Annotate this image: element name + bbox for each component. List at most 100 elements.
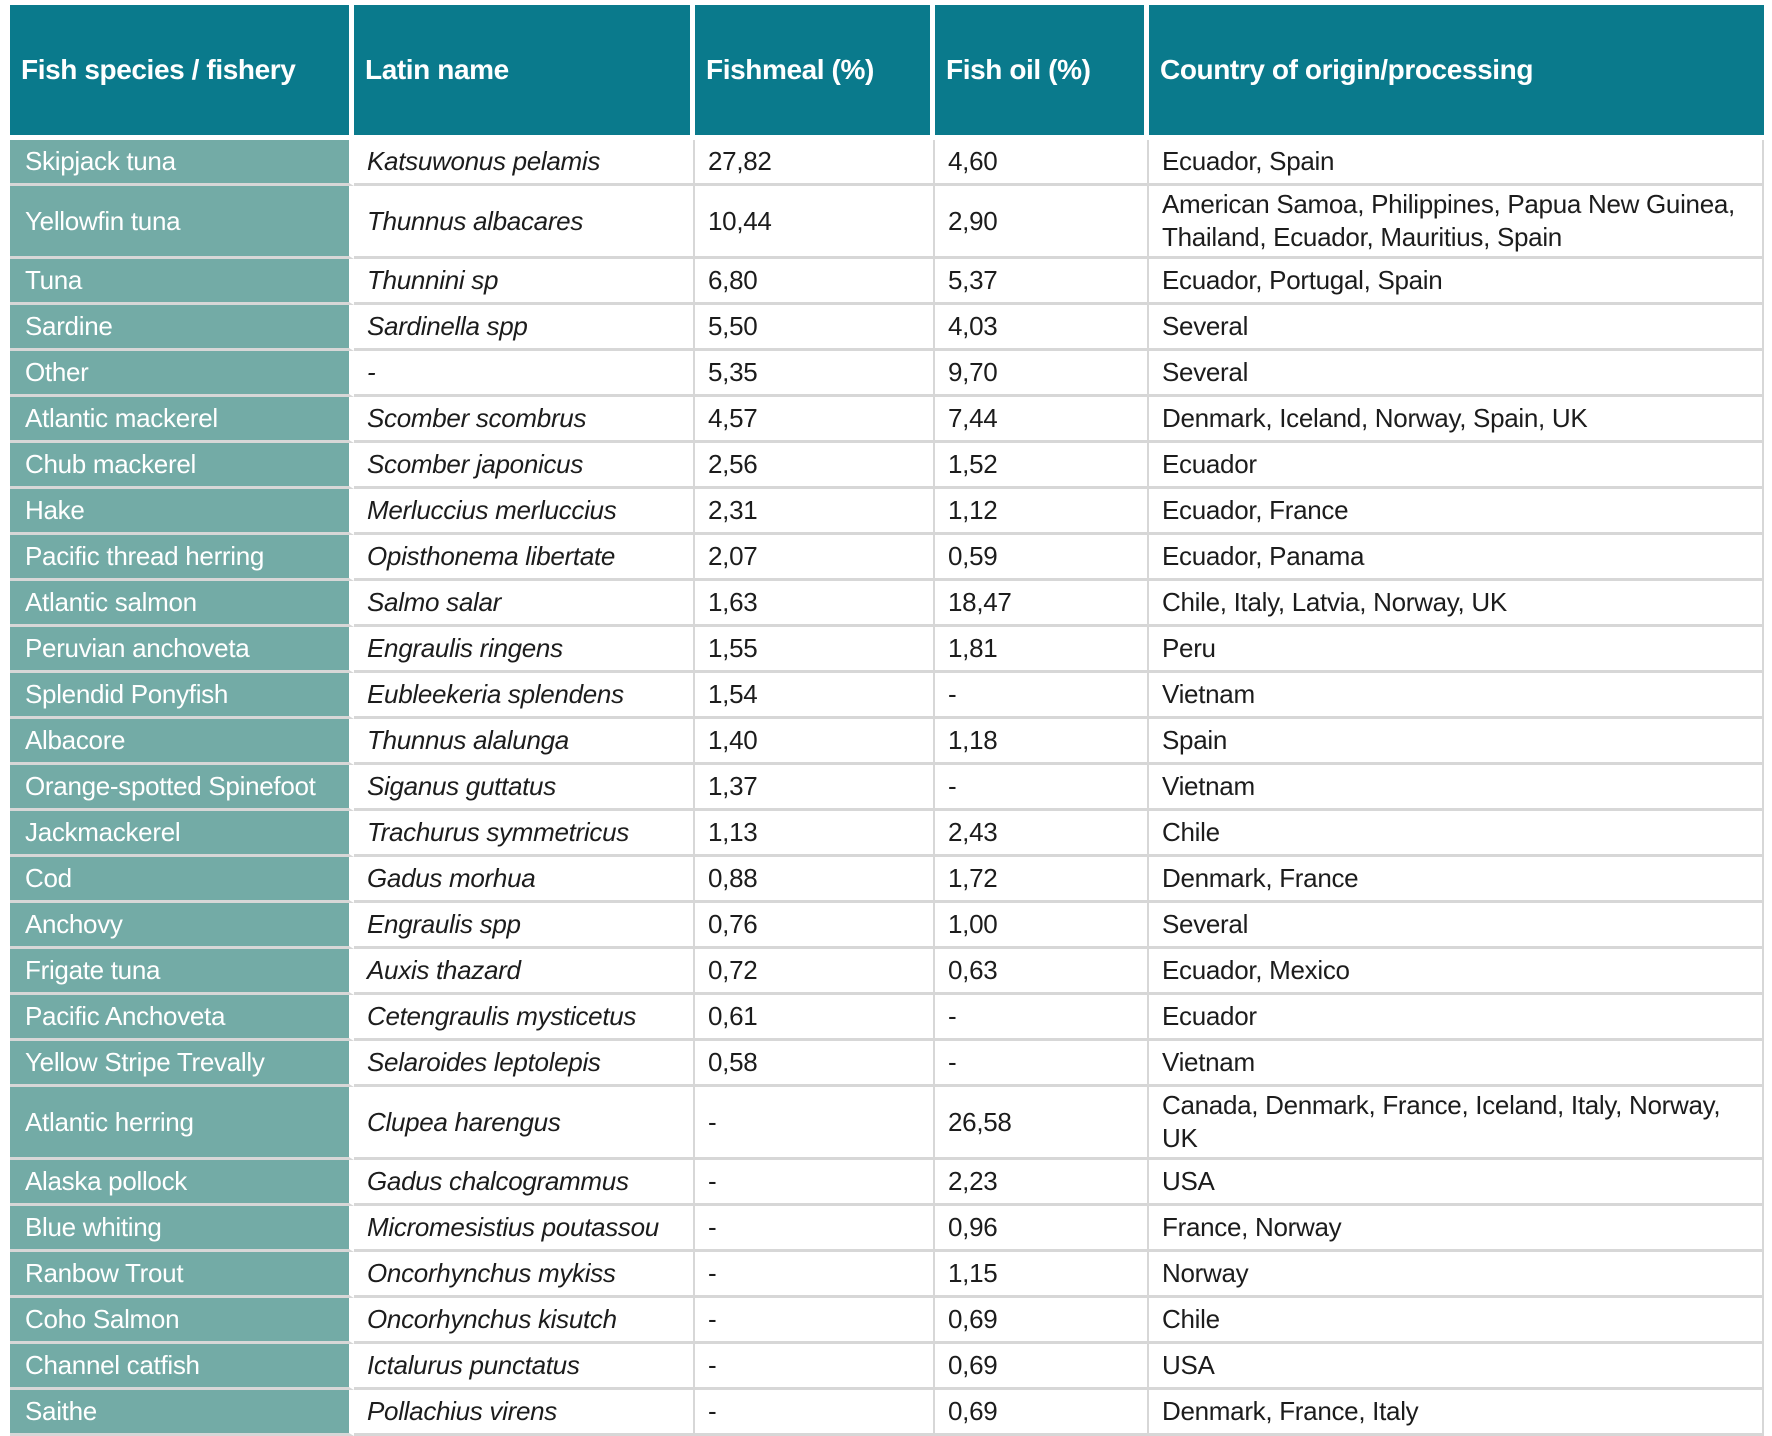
fishmeal-cell: 6,80	[695, 259, 935, 305]
country-cell: Ecuador	[1149, 443, 1764, 489]
fishmeal-cell: -	[695, 1206, 935, 1252]
fishmeal-cell: 2,56	[695, 443, 935, 489]
country-cell: Ecuador	[1149, 995, 1764, 1041]
table-row: Tuna Thunnini sp 6,80 5,37 Ecuador, Portugal…	[10, 259, 1764, 305]
species-cell: Sardine	[10, 305, 354, 351]
table-row: Atlantic mackerel Scomber scombrus 4,57 7,4…	[10, 397, 1764, 443]
country-cell: Chile	[1149, 811, 1764, 857]
latin-cell: Siganus guttatus	[354, 765, 695, 811]
fishoil-cell: 0,63	[935, 949, 1149, 995]
fishoil-cell: -	[935, 1041, 1149, 1087]
fishmeal-cell: -	[695, 1087, 935, 1160]
latin-cell: Oncorhynchus mykiss	[354, 1252, 695, 1298]
fishmeal-cell: 2,07	[695, 535, 935, 581]
fishoil-cell: -	[935, 995, 1149, 1041]
country-cell: Chile, Italy, Latvia, Norway, UK	[1149, 581, 1764, 627]
latin-cell: Pollachius virens	[354, 1390, 695, 1436]
country-cell: Ecuador, France	[1149, 489, 1764, 535]
fishmeal-cell: 2,31	[695, 489, 935, 535]
fishmeal-cell: 0,72	[695, 949, 935, 995]
fishmeal-cell: -	[695, 1252, 935, 1298]
fishmeal-cell: 1,13	[695, 811, 935, 857]
species-cell: Other	[10, 351, 354, 397]
column-header-latin: Latin name	[354, 5, 695, 140]
fishoil-cell: 1,18	[935, 719, 1149, 765]
country-cell: Ecuador, Panama	[1149, 535, 1764, 581]
country-cell: Denmark, France, Italy	[1149, 1390, 1764, 1436]
latin-cell: Opisthonema libertate	[354, 535, 695, 581]
latin-cell: Cetengraulis mysticetus	[354, 995, 695, 1041]
country-cell: Denmark, Iceland, Norway, Spain, UK	[1149, 397, 1764, 443]
latin-cell: Selaroides leptolepis	[354, 1041, 695, 1087]
fishoil-cell: 1,72	[935, 857, 1149, 903]
species-cell: Jackmackerel	[10, 811, 354, 857]
fishmeal-cell: 4,57	[695, 397, 935, 443]
species-cell: Yellowfin tuna	[10, 186, 354, 259]
table-row: Albacore Thunnus alalunga 1,40 1,18 Spain	[10, 719, 1764, 765]
table-row: Atlantic herring Clupea harengus -26,58 Can…	[10, 1087, 1764, 1160]
header-row: Fish species / fishery Latin name Fishmeal…	[10, 5, 1764, 140]
fishmeal-cell: 27,82	[695, 140, 935, 186]
country-cell: Several	[1149, 903, 1764, 949]
table-row: Yellowfin tuna Thunnus albacares 10,44 2,90…	[10, 186, 1764, 259]
latin-cell: Sardinella spp	[354, 305, 695, 351]
table-row: Yellow Stripe Trevally Selaroides leptole…	[10, 1041, 1764, 1087]
latin-cell: Scomber scombrus	[354, 397, 695, 443]
latin-cell: Scomber japonicus	[354, 443, 695, 489]
table-row: Orange-spotted Spinefoot Siganus guttatus…	[10, 765, 1764, 811]
country-cell: Spain	[1149, 719, 1764, 765]
fishoil-cell: 7,44	[935, 397, 1149, 443]
species-cell: Atlantic salmon	[10, 581, 354, 627]
latin-cell: Clupea harengus	[354, 1087, 695, 1160]
species-cell: Saithe	[10, 1390, 354, 1436]
country-cell: Several	[1149, 351, 1764, 397]
table-row: Cod Gadus morhua 0,88 1,72 Denmark, France	[10, 857, 1764, 903]
fishoil-cell: 9,70	[935, 351, 1149, 397]
table-row: Saithe Pollachius virens -0,69 Denmark, Fra…	[10, 1390, 1764, 1436]
country-cell: American Samoa, Philippines, Papua New G…	[1149, 186, 1764, 259]
fishmeal-cell: -	[695, 1344, 935, 1390]
fishmeal-cell: 1,54	[695, 673, 935, 719]
latin-cell: Engraulis spp	[354, 903, 695, 949]
table-row: Alaska pollock Gadus chalcogrammus -2,23 US…	[10, 1160, 1764, 1206]
fishoil-cell: 1,52	[935, 443, 1149, 489]
fishoil-cell: -	[935, 673, 1149, 719]
species-cell: Peruvian anchoveta	[10, 627, 354, 673]
fishmeal-cell: 5,35	[695, 351, 935, 397]
species-cell: Atlantic mackerel	[10, 397, 354, 443]
latin-cell: Trachurus symmetricus	[354, 811, 695, 857]
fishmeal-cell: -	[695, 1160, 935, 1206]
species-cell: Anchovy	[10, 903, 354, 949]
table-row: Other -5,35 9,70 Several	[10, 351, 1764, 397]
species-cell: Orange-spotted Spinefoot	[10, 765, 354, 811]
latin-cell: Merluccius merluccius	[354, 489, 695, 535]
fishmeal-cell: 0,61	[695, 995, 935, 1041]
latin-cell: Auxis thazard	[354, 949, 695, 995]
species-cell: Blue whiting	[10, 1206, 354, 1252]
table-row: Chub mackerel Scomber japonicus 2,56 1,52 Ec…	[10, 443, 1764, 489]
column-header-fishmeal: Fishmeal (%)	[695, 5, 935, 140]
table-row: Anchovy Engraulis spp 0,76 1,00 Several	[10, 903, 1764, 949]
fishoil-cell: 0,96	[935, 1206, 1149, 1252]
latin-cell: Oncorhynchus kisutch	[354, 1298, 695, 1344]
fishmeal-cell: 5,50	[695, 305, 935, 351]
fishoil-cell: 2,43	[935, 811, 1149, 857]
column-header-fishoil: Fish oil (%)	[935, 5, 1149, 140]
fishmeal-cell: 1,37	[695, 765, 935, 811]
fishmeal-cell: 1,55	[695, 627, 935, 673]
species-cell: Yellow Stripe Trevally	[10, 1041, 354, 1087]
country-cell: Ecuador, Mexico	[1149, 949, 1764, 995]
country-cell: Denmark, France	[1149, 857, 1764, 903]
country-cell: Several	[1149, 305, 1764, 351]
species-cell: Hake	[10, 489, 354, 535]
fishmeal-cell: 10,44	[695, 186, 935, 259]
fishmeal-cell: 0,58	[695, 1041, 935, 1087]
fishoil-cell: 0,69	[935, 1344, 1149, 1390]
fishmeal-cell: 0,88	[695, 857, 935, 903]
species-cell: Skipjack tuna	[10, 140, 354, 186]
species-cell: Cod	[10, 857, 354, 903]
latin-cell: Ictalurus punctatus	[354, 1344, 695, 1390]
table-body: Skipjack tuna Katsuwonus pelamis 27,82 4,60…	[10, 140, 1764, 1436]
country-cell: France, Norway	[1149, 1206, 1764, 1252]
